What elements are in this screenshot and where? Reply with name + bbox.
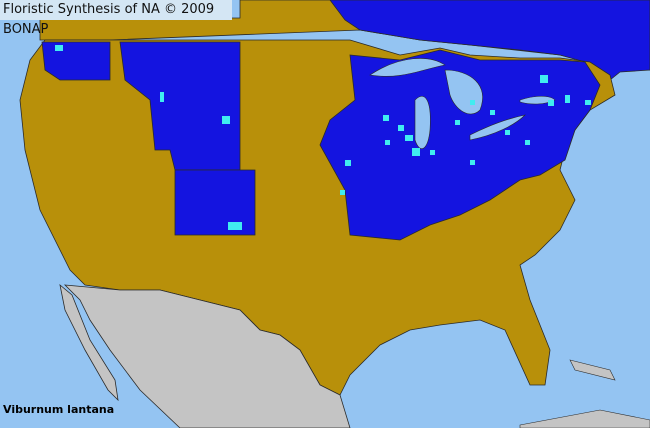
canada-present-region (329, 0, 650, 89)
state-present-colorado (174, 169, 256, 236)
species-name: Viburnum lantana (3, 403, 115, 416)
state-present-washington (41, 41, 111, 81)
county-present-markers (55, 45, 591, 230)
mexico-land (63, 284, 351, 428)
baja-california (59, 283, 119, 402)
map-title: Floristic Synthesis of NA © 2009 BONAP (0, 0, 232, 37)
state-present-montana-wyoming (119, 41, 241, 171)
